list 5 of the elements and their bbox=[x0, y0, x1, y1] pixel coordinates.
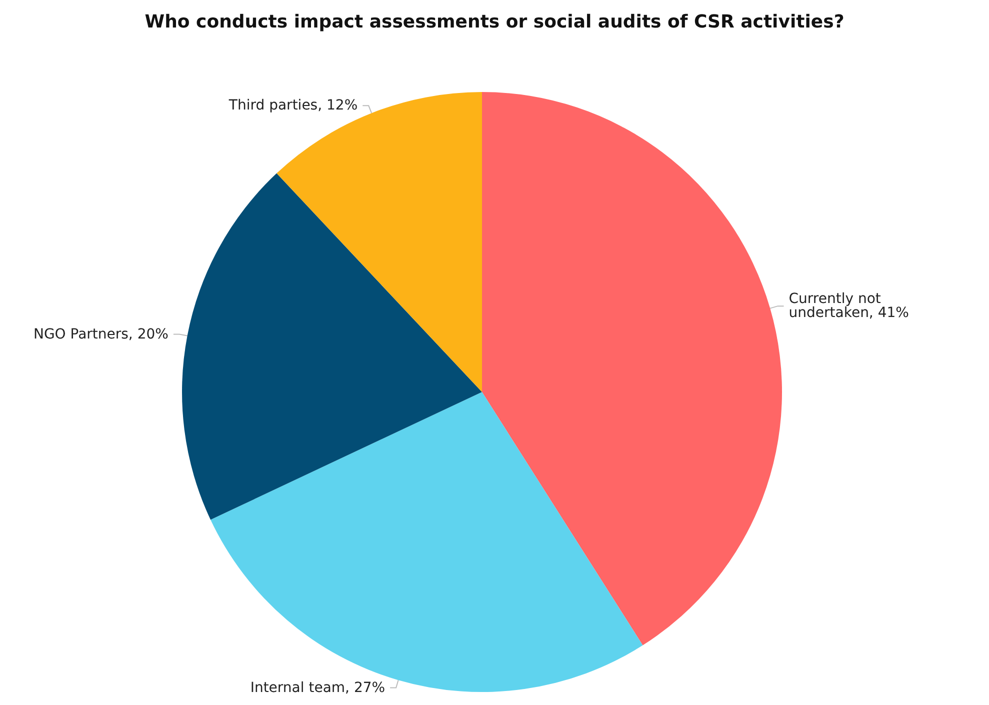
slice-label: Third parties, 12% bbox=[228, 98, 358, 114]
slice-label: Currently not undertaken, 41% bbox=[788, 291, 909, 322]
chart-title: Who conducts impact assessments or social audits of CSR activities? bbox=[144, 12, 844, 32]
slice-label: NGO Partners, 20% bbox=[33, 326, 168, 342]
slice-label: Internal team, 27% bbox=[250, 680, 386, 696]
